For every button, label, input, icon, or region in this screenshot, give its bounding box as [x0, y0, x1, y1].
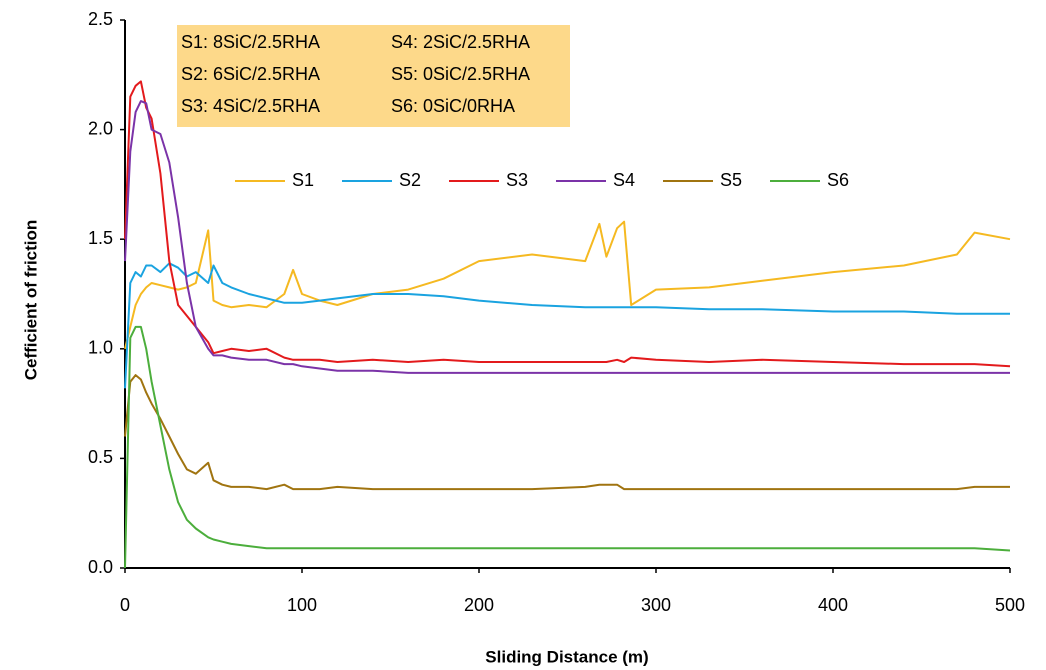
y-axis-title: Cefficient of friction	[21, 220, 40, 381]
annotation-box	[177, 25, 570, 127]
annotation-text: S5: 0SiC/2.5RHA	[391, 64, 530, 84]
x-tick-label: 400	[818, 595, 848, 615]
y-tick-label: 0.5	[88, 447, 113, 467]
legend-label: S5	[720, 170, 742, 190]
x-tick-label: 200	[464, 595, 494, 615]
annotation-text: S4: 2SiC/2.5RHA	[391, 32, 530, 52]
y-tick-label: 1.0	[88, 338, 113, 358]
annotation-text: S2: 6SiC/2.5RHA	[181, 64, 320, 84]
legend-label: S1	[292, 170, 314, 190]
legend-label: S4	[613, 170, 635, 190]
legend-label: S2	[399, 170, 421, 190]
annotation-text: S6: 0SiC/0RHA	[391, 96, 515, 116]
line-series	[124, 220, 1011, 350]
line-series	[124, 325, 1011, 569]
line-series	[124, 100, 1010, 374]
line-series	[124, 262, 1010, 389]
y-tick-label: 2.5	[88, 9, 113, 29]
y-tick-label: 1.5	[88, 228, 113, 248]
legend-label: S3	[506, 170, 528, 190]
x-tick-label: 300	[641, 595, 671, 615]
y-tick-label: 2.0	[88, 118, 113, 138]
x-tick-label: 500	[995, 595, 1025, 615]
line-series	[124, 80, 1011, 368]
annotation-text: S3: 4SiC/2.5RHA	[181, 96, 320, 116]
x-tick-label: 100	[287, 595, 317, 615]
legend-label: S6	[827, 170, 849, 190]
line-series	[124, 374, 1010, 491]
x-tick-label: 0	[120, 595, 130, 615]
annotation-text: S1: 8SiC/2.5RHA	[181, 32, 320, 52]
y-tick-label: 0.0	[88, 557, 113, 577]
x-axis-title: Sliding Distance (m)	[485, 647, 648, 666]
